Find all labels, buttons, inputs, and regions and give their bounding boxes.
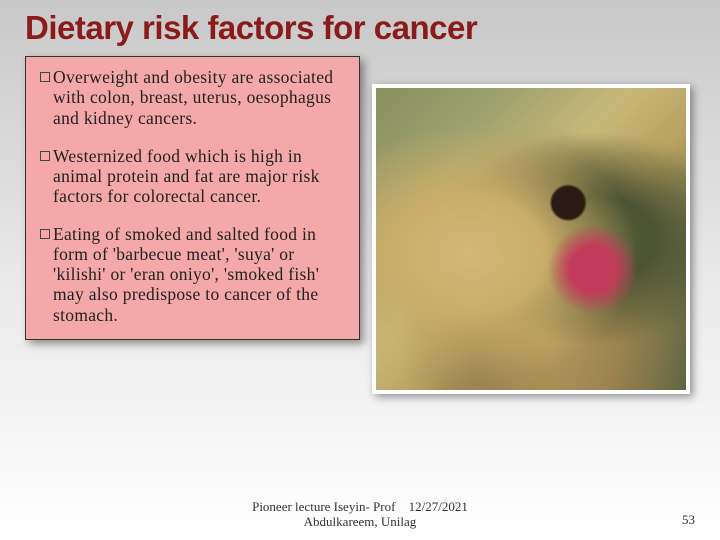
footer-date: 12/27/2021	[409, 499, 468, 514]
page-number: 53	[682, 512, 695, 528]
bullet-item: Westernized food which is high in animal…	[40, 146, 345, 206]
square-bullet-icon	[40, 229, 50, 239]
footer-credit: Pioneer lecture Iseyin- Prof 12/27/2021 …	[252, 499, 468, 530]
footer-line1: Pioneer lecture Iseyin- Prof	[252, 499, 395, 514]
slide-footer: Pioneer lecture Iseyin- Prof 12/27/2021 …	[0, 499, 720, 530]
bullet-text: Eating of smoked and salted food in form…	[53, 224, 345, 325]
content-row: Overweight and obesity are associated wi…	[25, 56, 695, 394]
specimen-image	[372, 84, 690, 394]
slide-title: Dietary risk factors for cancer	[25, 10, 695, 46]
slide-container: Dietary risk factors for cancer Overweig…	[0, 0, 720, 540]
bullet-text: Overweight and obesity are associated wi…	[53, 67, 345, 127]
bullet-item: Overweight and obesity are associated wi…	[40, 67, 345, 127]
square-bullet-icon	[40, 151, 50, 161]
square-bullet-icon	[40, 72, 50, 82]
footer-line2: Abdulkareem, Unilag	[304, 514, 417, 529]
bullet-item: Eating of smoked and salted food in form…	[40, 224, 345, 325]
bullet-text: Westernized food which is high in animal…	[53, 146, 345, 206]
bullet-textbox: Overweight and obesity are associated wi…	[25, 56, 360, 339]
